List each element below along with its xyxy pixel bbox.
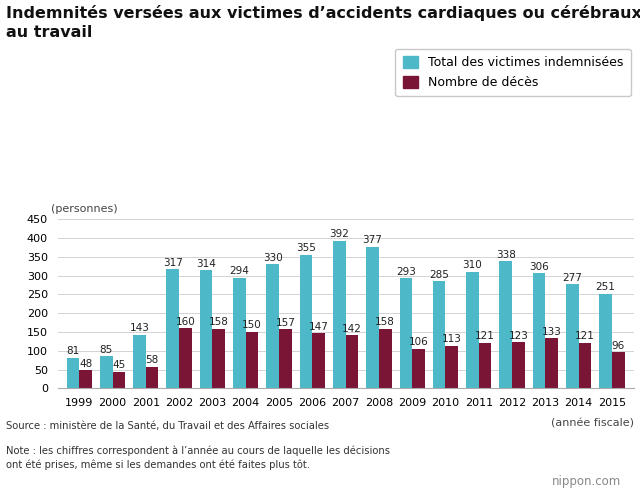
Bar (300, 255, 312, 388)
Text: Source : ministère de la Santé, du Travail et des Affaires sociales: Source : ministère de la Santé, du Trava… (6, 421, 330, 431)
Text: 310: 310 (463, 260, 483, 270)
Bar (312, 333, 325, 388)
Bar (566, 284, 579, 388)
Text: 285: 285 (429, 270, 449, 280)
Text: Note : les chiffres correspondent à l’année au cours de laquelle les décisions
o: Note : les chiffres correspondent à l’an… (6, 446, 390, 470)
Bar (466, 272, 479, 388)
Text: 58: 58 (145, 355, 159, 365)
Bar (532, 273, 545, 388)
Text: 330: 330 (263, 253, 282, 263)
Text: nippon.com: nippon.com (552, 475, 621, 488)
Bar (545, 339, 558, 388)
Bar (200, 270, 212, 388)
Bar (233, 278, 246, 388)
Bar (499, 261, 512, 388)
Bar (67, 358, 79, 388)
Bar (79, 371, 92, 388)
Text: 158: 158 (375, 318, 395, 328)
Bar (279, 329, 292, 388)
Text: 133: 133 (541, 327, 562, 337)
Bar (599, 294, 612, 388)
Bar (179, 328, 192, 388)
Text: 123: 123 (508, 331, 529, 341)
Text: 121: 121 (475, 331, 495, 342)
Text: 377: 377 (363, 235, 383, 245)
Bar (445, 346, 458, 388)
Bar (100, 357, 113, 388)
Bar (399, 278, 412, 388)
Bar (412, 349, 425, 388)
Text: 48: 48 (79, 359, 92, 369)
Text: 157: 157 (275, 318, 295, 328)
Bar (579, 343, 591, 388)
Text: 294: 294 (230, 266, 250, 276)
Text: 85: 85 (100, 345, 113, 355)
Text: 158: 158 (209, 318, 228, 328)
Bar (146, 367, 159, 388)
Text: 306: 306 (529, 262, 549, 272)
Bar (166, 269, 179, 388)
Text: Indemnités versées aux victimes d’accidents cardiaques ou cérébraux liés
au trav: Indemnités versées aux victimes d’accide… (6, 5, 640, 39)
Bar (212, 329, 225, 388)
Text: 150: 150 (242, 321, 262, 331)
Text: 81: 81 (67, 347, 79, 357)
Text: 251: 251 (596, 282, 616, 292)
Text: 293: 293 (396, 267, 416, 277)
Bar (379, 329, 392, 388)
Bar (246, 332, 259, 388)
Bar (433, 281, 445, 388)
Bar (133, 335, 146, 388)
Text: 277: 277 (563, 273, 582, 283)
Text: 147: 147 (308, 322, 328, 332)
Text: 113: 113 (442, 335, 461, 345)
Bar (479, 343, 492, 388)
Bar (113, 372, 125, 388)
Bar (333, 241, 346, 388)
Text: 142: 142 (342, 324, 362, 334)
Bar (266, 264, 279, 388)
Bar (512, 342, 525, 388)
Bar (612, 352, 625, 388)
Text: (année fiscale): (année fiscale) (550, 418, 634, 428)
Text: 96: 96 (612, 341, 625, 351)
Text: (personnes): (personnes) (51, 204, 118, 214)
Text: 317: 317 (163, 257, 183, 267)
Text: 106: 106 (409, 337, 428, 347)
Bar (366, 247, 379, 388)
Text: 143: 143 (129, 323, 150, 333)
Text: 160: 160 (175, 317, 195, 327)
Legend: Total des victimes indemnisées, Nombre de décès: Total des victimes indemnisées, Nombre d… (395, 49, 630, 96)
Text: 121: 121 (575, 331, 595, 342)
Text: 45: 45 (112, 360, 125, 370)
Bar (346, 335, 358, 388)
Text: 314: 314 (196, 259, 216, 269)
Text: 355: 355 (296, 244, 316, 253)
Text: 392: 392 (330, 230, 349, 240)
Text: 338: 338 (496, 250, 516, 260)
